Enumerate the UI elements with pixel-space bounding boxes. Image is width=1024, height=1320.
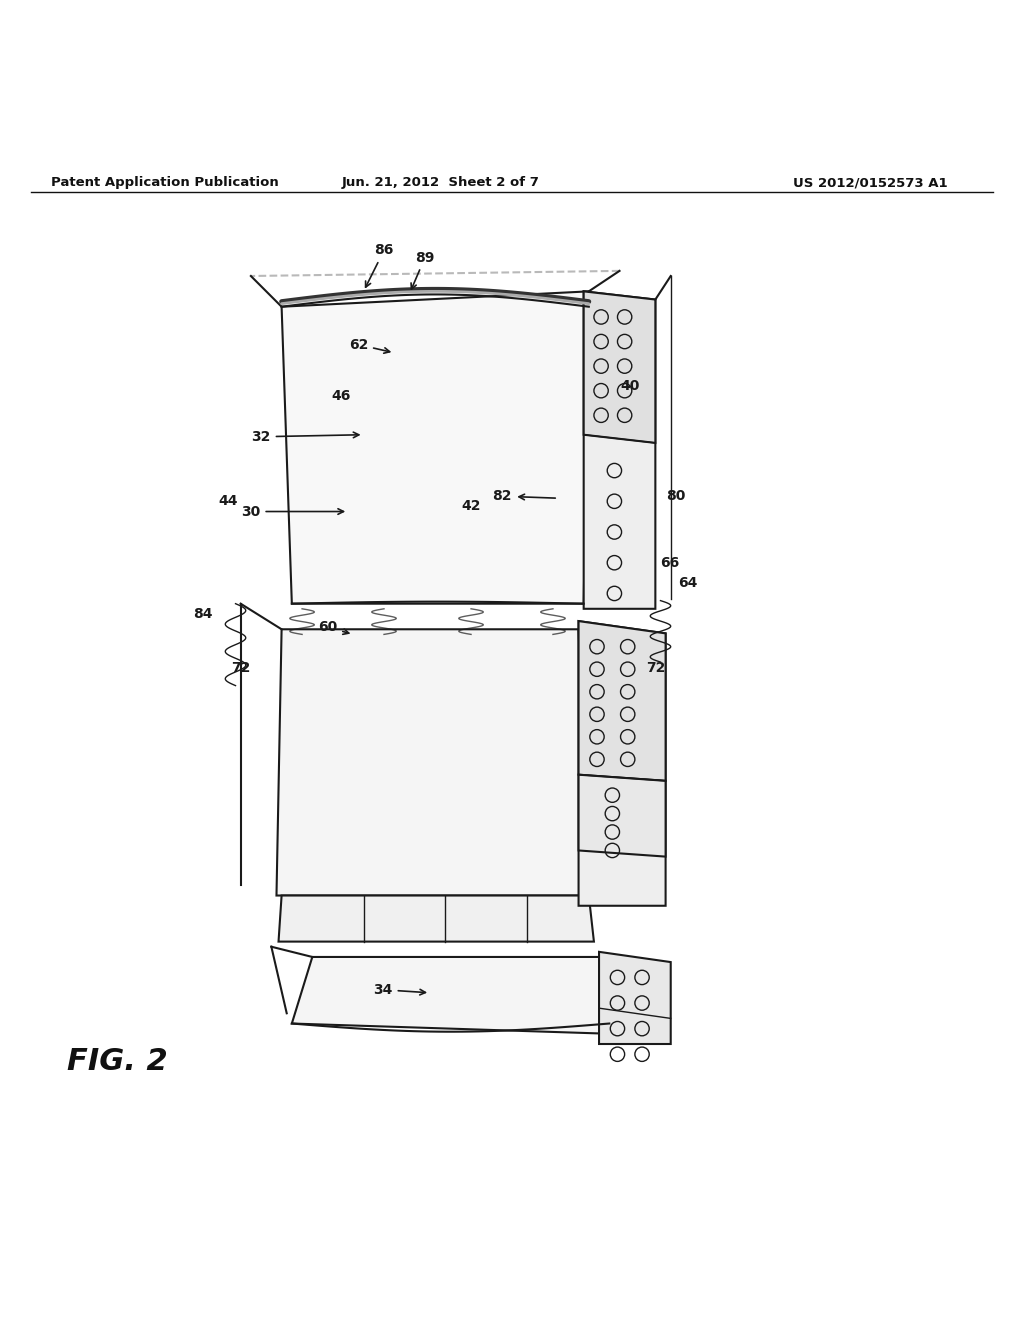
Text: 72: 72 xyxy=(231,661,250,676)
Polygon shape xyxy=(276,630,589,895)
Text: 32: 32 xyxy=(252,430,358,444)
Text: 64: 64 xyxy=(679,577,697,590)
Polygon shape xyxy=(292,957,609,1034)
Text: 89: 89 xyxy=(411,251,434,289)
Polygon shape xyxy=(579,622,666,906)
Text: 30: 30 xyxy=(242,504,343,519)
Text: US 2012/0152573 A1: US 2012/0152573 A1 xyxy=(793,177,948,189)
Text: 34: 34 xyxy=(374,982,425,997)
Text: 44: 44 xyxy=(218,494,239,508)
Text: 72: 72 xyxy=(646,661,665,676)
Text: 86: 86 xyxy=(366,243,393,288)
Text: 42: 42 xyxy=(461,499,481,513)
Polygon shape xyxy=(584,292,655,444)
Text: 46: 46 xyxy=(332,389,350,403)
Text: 62: 62 xyxy=(349,338,390,354)
Text: FIG. 2: FIG. 2 xyxy=(68,1047,168,1076)
Text: 82: 82 xyxy=(492,490,555,503)
Text: 40: 40 xyxy=(621,379,639,392)
Polygon shape xyxy=(599,952,671,1044)
Text: Patent Application Publication: Patent Application Publication xyxy=(51,177,279,189)
Polygon shape xyxy=(579,775,666,857)
Polygon shape xyxy=(584,292,655,609)
Text: 66: 66 xyxy=(660,556,679,570)
Text: Jun. 21, 2012  Sheet 2 of 7: Jun. 21, 2012 Sheet 2 of 7 xyxy=(341,177,540,189)
Text: 60: 60 xyxy=(318,620,349,635)
Polygon shape xyxy=(579,622,666,781)
Polygon shape xyxy=(282,292,589,603)
Text: 84: 84 xyxy=(193,607,213,620)
Text: 80: 80 xyxy=(667,490,685,503)
Polygon shape xyxy=(279,895,594,941)
